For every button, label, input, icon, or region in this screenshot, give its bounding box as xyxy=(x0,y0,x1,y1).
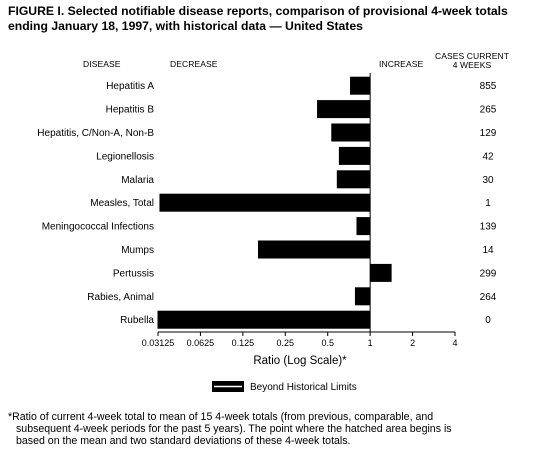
category-label: Mumps xyxy=(121,245,154,256)
bar xyxy=(157,310,371,329)
category-label: Legionellosis xyxy=(96,151,154,162)
category-label: Rubella xyxy=(120,315,154,326)
footnote: *Ratio of current 4-week total to mean o… xyxy=(8,411,548,447)
bar xyxy=(257,240,371,259)
category-label: Rabies, Animal xyxy=(87,292,154,303)
bar xyxy=(356,217,371,236)
footnote-line-3: based on the mean and two standard devia… xyxy=(16,435,351,447)
cases-value: 0 xyxy=(485,315,491,326)
cases-value: 14 xyxy=(482,245,494,256)
cases-value: 129 xyxy=(480,128,497,139)
x-tick-label: 2 xyxy=(410,338,415,348)
x-tick-label: 0.5 xyxy=(321,338,334,348)
category-label: Pertussis xyxy=(113,268,154,279)
cases-value: 855 xyxy=(480,81,497,92)
x-tick-label: 0.25 xyxy=(277,338,295,348)
category-label: Meningococcal Infections xyxy=(42,222,154,233)
bar xyxy=(331,123,371,142)
header-decrease: DECREASE xyxy=(170,59,218,69)
x-tick-label: 0.03125 xyxy=(142,338,175,348)
header-increase: INCREASE xyxy=(379,59,424,69)
bar xyxy=(354,287,371,306)
header-cases-line-1: CASES CURRENT xyxy=(434,51,510,61)
cases-value: 265 xyxy=(480,105,497,116)
bar xyxy=(336,170,371,189)
cases-value: 1 xyxy=(485,198,491,209)
category-label: Malaria xyxy=(121,175,154,186)
header-cases: CASES CURRENT 4 WEEKS xyxy=(430,52,514,70)
category-label: Hepatitis A xyxy=(106,81,154,92)
footnote-line-1: *Ratio of current 4-week total to mean o… xyxy=(8,411,434,423)
cases-value: 264 xyxy=(480,292,497,303)
cases-value: 42 xyxy=(482,151,494,162)
bar xyxy=(338,146,371,165)
cases-value: 139 xyxy=(480,222,497,233)
legend-label: Beyond Historical Limits xyxy=(250,382,357,393)
bar xyxy=(317,100,371,119)
title-line-2: ending January 18, 1997, with historical… xyxy=(8,19,363,33)
bar xyxy=(370,263,392,282)
x-tick-label: 0.0625 xyxy=(187,338,215,348)
x-tick-label: 0.125 xyxy=(232,338,255,348)
category-label: Hepatitis, C/Non-A, Non-B xyxy=(37,128,154,139)
cases-value: 30 xyxy=(482,175,494,186)
cases-value: 299 xyxy=(480,268,497,279)
category-label: Hepatitis B xyxy=(106,105,155,116)
header-disease: DISEASE xyxy=(83,59,121,69)
header-cases-line-2: 4 WEEKS xyxy=(452,60,492,70)
x-axis-label: Ratio (Log Scale)* xyxy=(253,355,347,367)
bar xyxy=(350,76,371,95)
category-label: Measles, Total xyxy=(90,198,154,209)
x-tick-label: 1 xyxy=(368,338,373,348)
figure-title: FIGURE I. Selected notifiable disease re… xyxy=(8,4,553,34)
footnote-line-2: subsequent 4-week periods for the past 5… xyxy=(16,423,452,435)
title-line-1: FIGURE I. Selected notifiable disease re… xyxy=(8,4,508,18)
bar xyxy=(159,193,371,212)
x-tick-label: 4 xyxy=(452,338,457,348)
